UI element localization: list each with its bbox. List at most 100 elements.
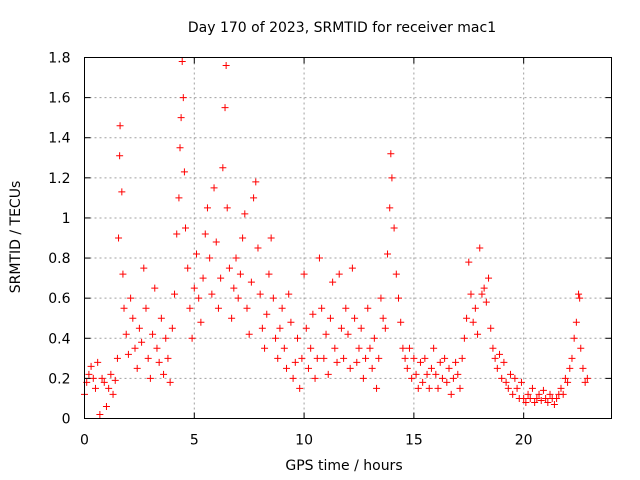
- data-point: [302, 324, 310, 332]
- data-point: [87, 362, 95, 370]
- y-axis-label: SRMTID / TECUs: [8, 181, 24, 294]
- x-tick-label: 10: [295, 433, 313, 449]
- data-point: [210, 184, 218, 192]
- data-point: [182, 224, 190, 232]
- data-point: [119, 270, 127, 278]
- data-point: [346, 364, 354, 372]
- data-point: [401, 354, 409, 362]
- data-point: [427, 364, 435, 372]
- data-point: [509, 390, 517, 398]
- data-point: [351, 314, 359, 322]
- data-point: [245, 330, 253, 338]
- data-point: [186, 304, 194, 312]
- data-point: [228, 314, 236, 322]
- data-point: [320, 354, 328, 362]
- data-point: [557, 384, 565, 392]
- data-point: [300, 270, 308, 278]
- data-point: [116, 152, 124, 160]
- data-point: [276, 324, 284, 332]
- data-point: [432, 370, 440, 378]
- data-point: [482, 298, 490, 306]
- data-point: [166, 378, 174, 386]
- data-point: [274, 354, 282, 362]
- y-tick-label: 0.8: [48, 251, 70, 267]
- data-point: [421, 354, 429, 362]
- data-point: [438, 374, 446, 382]
- data-point: [256, 290, 264, 298]
- data-point: [480, 284, 488, 292]
- chart-title: Day 170 of 2023, SRMTID for receiver mac…: [188, 20, 496, 36]
- data-point: [201, 230, 209, 238]
- data-point: [456, 384, 464, 392]
- data-point: [423, 370, 431, 378]
- data-point: [203, 204, 211, 212]
- data-point: [109, 390, 117, 398]
- data-point: [386, 204, 394, 212]
- data-point: [359, 374, 367, 382]
- data-point: [131, 344, 139, 352]
- data-point: [384, 250, 392, 258]
- data-point: [522, 398, 530, 406]
- data-point: [458, 354, 466, 362]
- data-point: [348, 264, 356, 272]
- y-tick-label: 1.4: [48, 131, 70, 147]
- data-point: [452, 358, 460, 366]
- data-point: [583, 374, 591, 382]
- data-point: [537, 396, 545, 404]
- data-point: [577, 344, 585, 352]
- data-point: [399, 344, 407, 352]
- data-point: [239, 234, 247, 242]
- data-point: [333, 358, 341, 366]
- data-point: [478, 290, 486, 298]
- data-point: [430, 344, 438, 352]
- data-point: [206, 254, 214, 262]
- data-point: [542, 394, 550, 402]
- data-point: [496, 350, 504, 358]
- data-point: [443, 378, 451, 386]
- data-point: [368, 364, 376, 372]
- data-point: [309, 310, 317, 318]
- data-point: [221, 104, 229, 112]
- y-tick-label: 1.8: [48, 51, 70, 67]
- data-point: [403, 364, 411, 372]
- data-point: [357, 324, 365, 332]
- data-point: [381, 324, 389, 332]
- data-point: [502, 378, 510, 386]
- data-point: [528, 384, 536, 392]
- data-point: [485, 274, 493, 282]
- data-point: [263, 310, 271, 318]
- data-point: [199, 274, 207, 282]
- data-point: [289, 374, 297, 382]
- data-point: [250, 194, 258, 202]
- x-tick-label: 5: [190, 433, 199, 449]
- data-point: [460, 334, 468, 342]
- data-point: [298, 354, 306, 362]
- y-tick-label: 1.2: [48, 171, 70, 187]
- data-point: [553, 394, 561, 402]
- data-point: [575, 290, 583, 298]
- data-point: [469, 318, 477, 326]
- axis-ticks: 0 0.2 0.4 0.6 0.8 1 1.2 1.4 1.6 1.8 0 5 10 15 20: [48, 51, 612, 449]
- data-point: [120, 304, 128, 312]
- data-point: [392, 270, 400, 278]
- data-point: [342, 304, 350, 312]
- data-point: [157, 314, 165, 322]
- data-point: [375, 354, 383, 362]
- data-point: [89, 374, 97, 382]
- data-point: [105, 384, 113, 392]
- data-point: [416, 358, 424, 366]
- x-tick-label: 20: [515, 433, 533, 449]
- data-point: [102, 402, 110, 410]
- data-point: [304, 364, 312, 372]
- data-point: [94, 358, 102, 366]
- data-point: [115, 234, 123, 242]
- data-point: [127, 294, 135, 302]
- data-point: [539, 386, 547, 394]
- data-point: [293, 334, 301, 342]
- data-point: [272, 334, 280, 342]
- data-point: [546, 390, 554, 398]
- data-point: [285, 290, 293, 298]
- y-tick-label: 0.6: [48, 291, 70, 307]
- data-point: [326, 314, 334, 322]
